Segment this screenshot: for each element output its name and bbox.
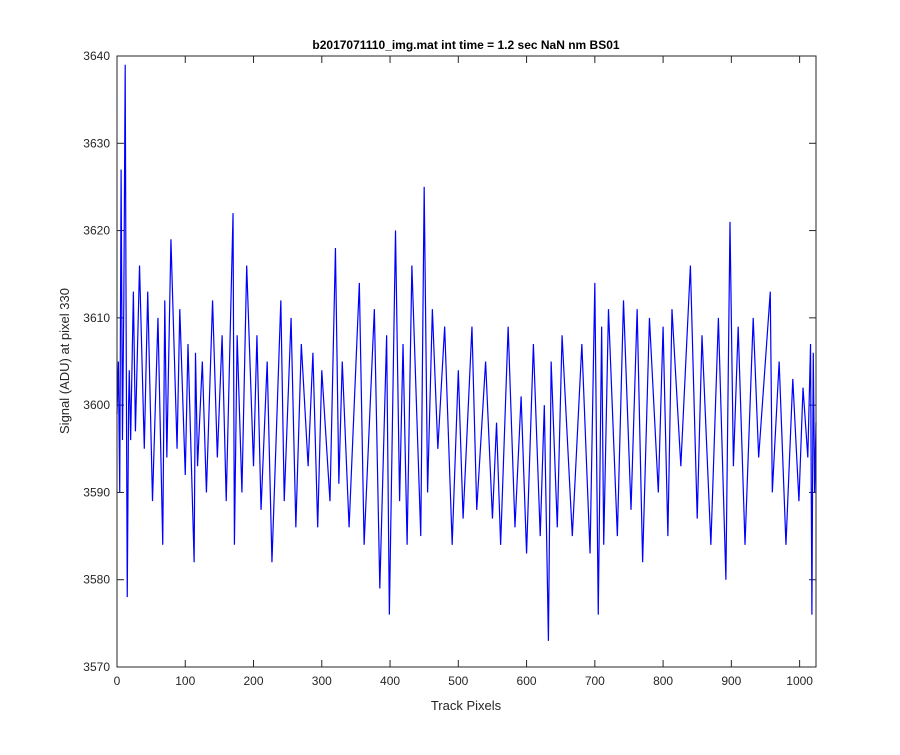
x-axis-title: Track Pixels [431, 698, 502, 713]
y-tick-label: 3610 [83, 311, 110, 325]
x-tick-label: 100 [175, 674, 195, 688]
x-tick-label: 900 [721, 674, 741, 688]
x-tick-label: 400 [380, 674, 400, 688]
y-axis-title: Signal (ADU) at pixel 330 [57, 288, 72, 434]
plot-frame [116, 55, 817, 668]
y-tick-label: 3600 [83, 398, 110, 412]
x-tick-label: 500 [448, 674, 468, 688]
plot-area [117, 56, 816, 667]
x-tick-label: 200 [244, 674, 264, 688]
y-tick-label: 3640 [83, 49, 110, 63]
chart-title: b2017071110_img.mat int time = 1.2 sec N… [312, 38, 619, 52]
y-tick-label: 3620 [83, 224, 110, 238]
y-tick-label: 3570 [83, 660, 110, 674]
series-line [116, 64, 817, 641]
y-tick-label: 3630 [83, 136, 110, 150]
x-tick-label: 300 [312, 674, 332, 688]
x-tick-label: 0 [114, 674, 121, 688]
series-layer [116, 64, 817, 641]
y-tick-label: 3590 [83, 485, 110, 499]
x-tick-label: 600 [517, 674, 537, 688]
x-tick-label: 1000 [786, 674, 813, 688]
x-tick-label: 700 [585, 674, 605, 688]
y-tick-label: 3580 [83, 573, 110, 587]
tick-labels: 0 100 200 300 400 500 600 700 800 900 1000 3570 3580… [83, 49, 813, 688]
x-tick-label: 800 [653, 674, 673, 688]
